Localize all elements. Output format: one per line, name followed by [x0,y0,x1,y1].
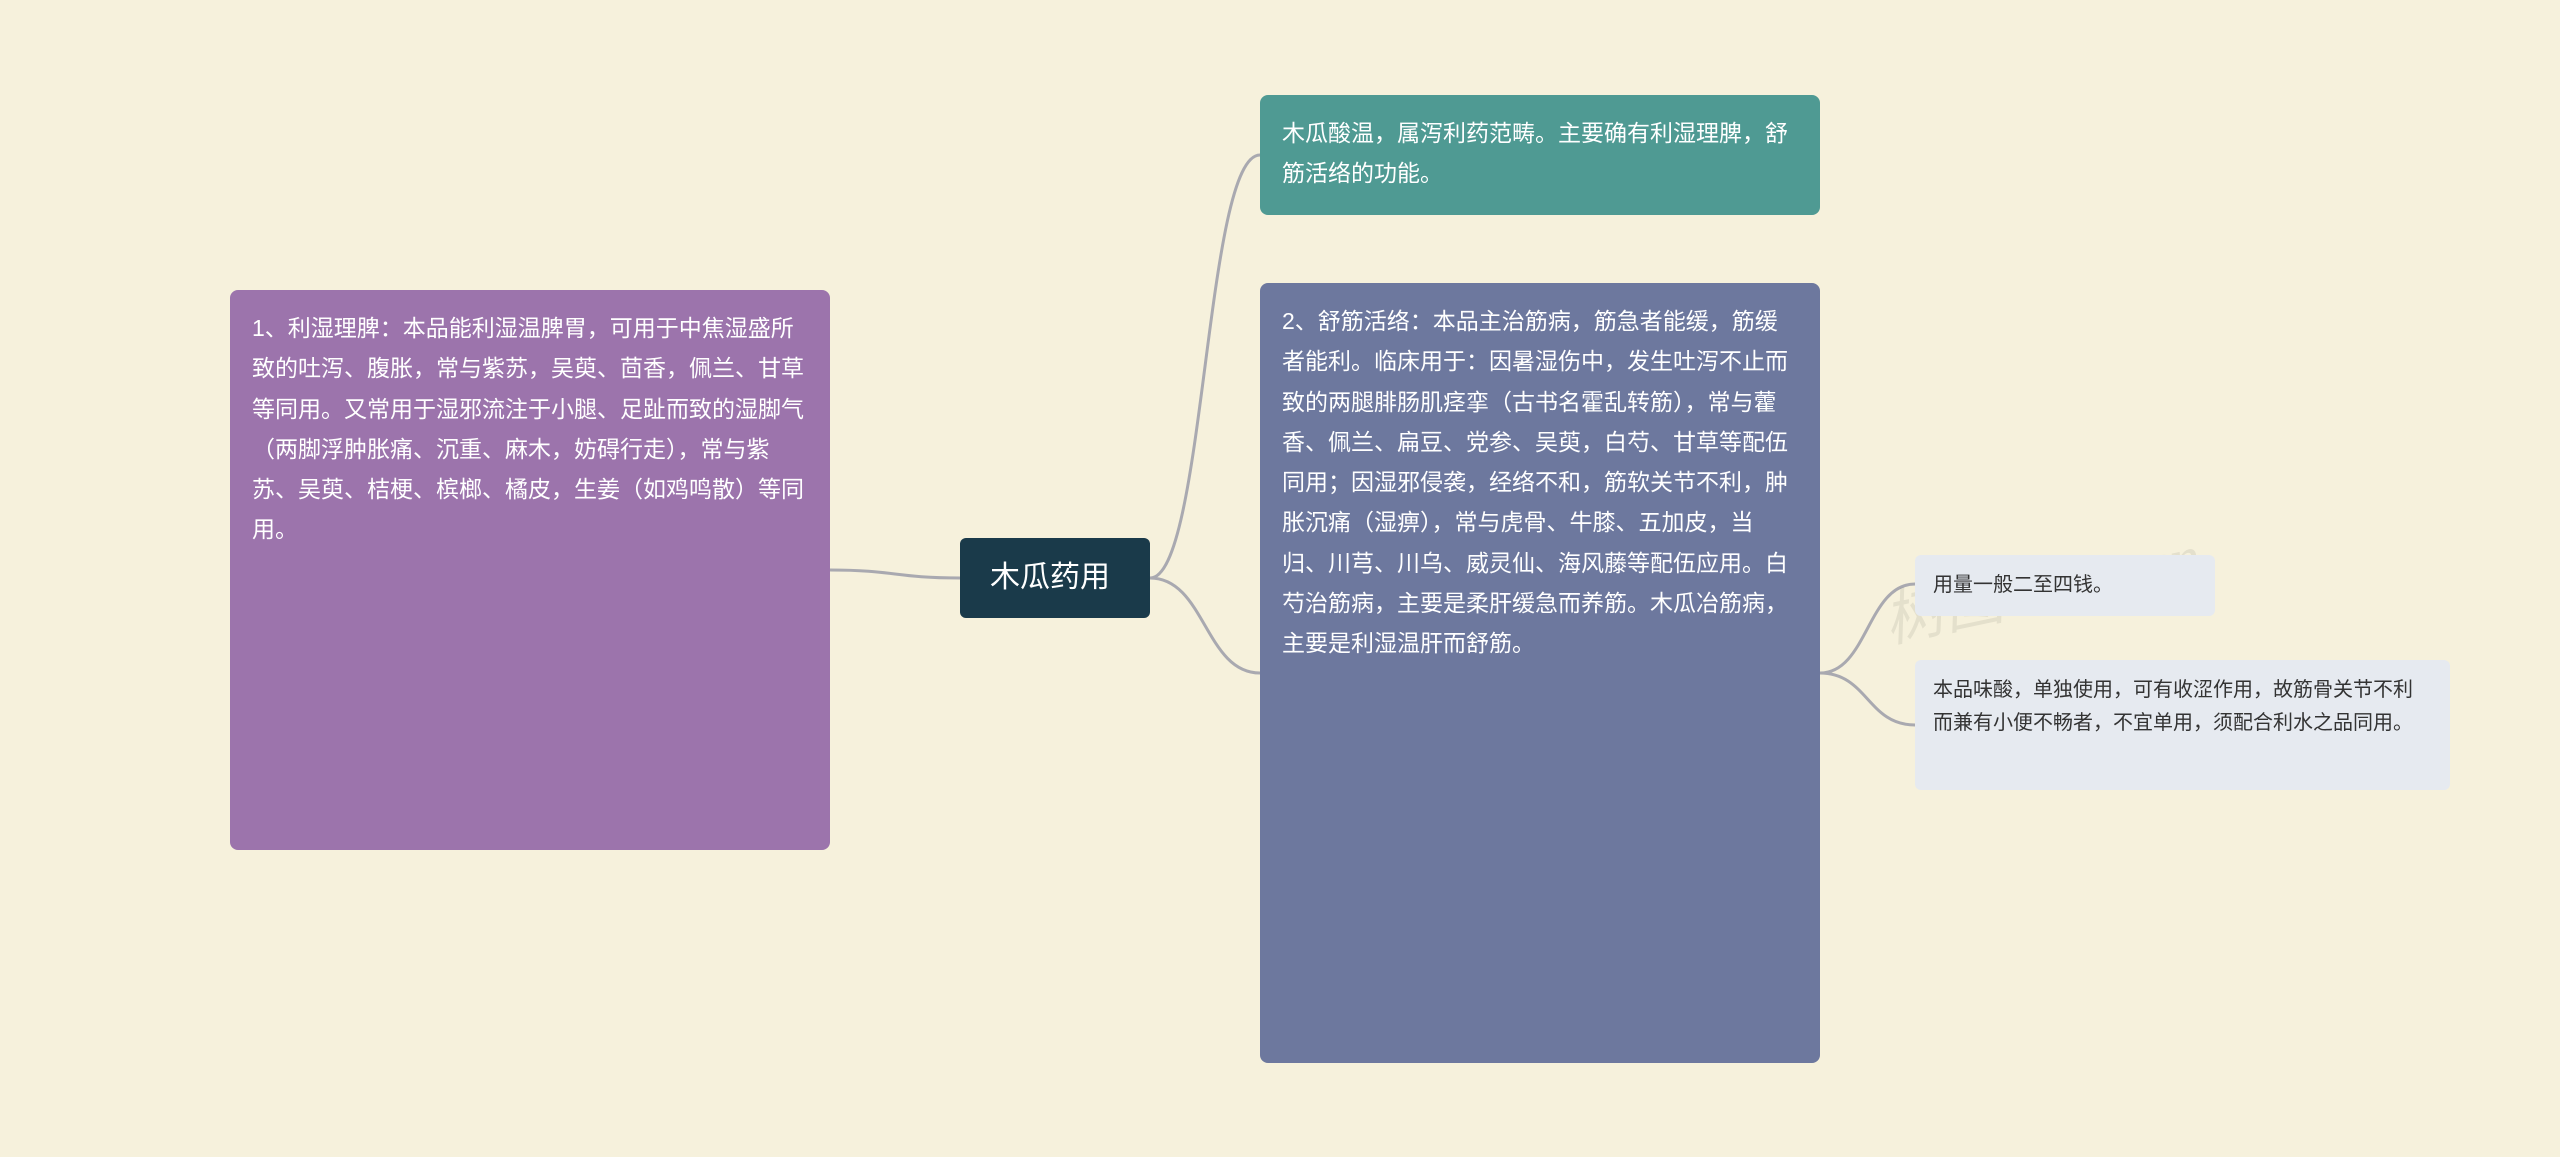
mindmap-canvas: shutu.cn 树图shutu.cn 木瓜药用 1、利湿理脾：本品能利湿温脾胃… [0,0,2560,1157]
root-node[interactable]: 木瓜药用 [960,538,1150,618]
leaf-dosage[interactable]: 用量一般二至四钱。 [1915,555,2215,616]
branch-right-main[interactable]: 2、舒筋活络：本品主治筋病，筋急者能缓，筋缓者能利。临床用于：因暑湿伤中，发生吐… [1260,283,1820,1063]
leaf-caution[interactable]: 本品味酸，单独使用，可有收涩作用，故筋骨关节不利而兼有小便不畅者，不宜单用，须配… [1915,660,2450,790]
branch-right-top[interactable]: 木瓜酸温，属泻利药范畴。主要确有利湿理脾，舒筋活络的功能。 [1260,95,1820,215]
branch-left-1[interactable]: 1、利湿理脾：本品能利湿温脾胃，可用于中焦湿盛所致的吐泻、腹胀，常与紫苏，吴萸、… [230,290,830,850]
